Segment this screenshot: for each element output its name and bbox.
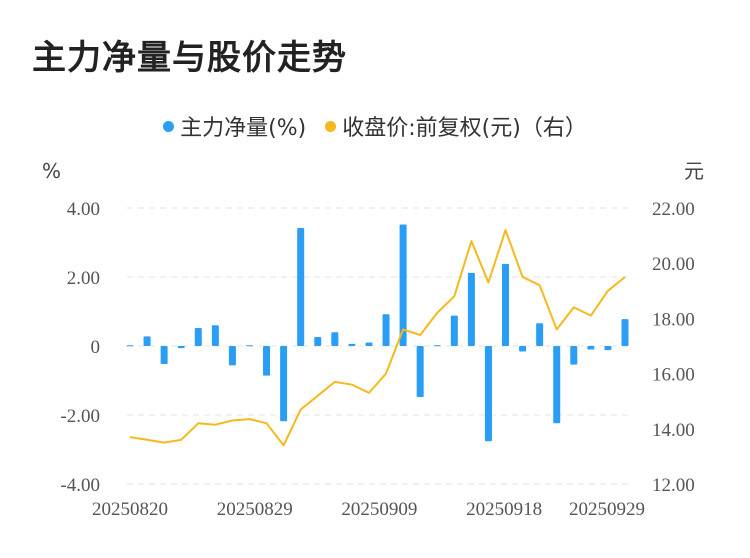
bar <box>587 346 595 350</box>
bar <box>211 325 219 346</box>
bar <box>177 346 185 349</box>
legend-item-net-flow[interactable]: 主力净量(%) <box>163 110 306 142</box>
right-tick-label: 20.00 <box>652 254 695 275</box>
bar <box>297 228 305 346</box>
bar <box>621 319 629 346</box>
price-line <box>129 229 626 447</box>
left-tick-label: 2.00 <box>67 268 100 289</box>
x-tick-label: 20250929 <box>569 499 645 520</box>
bar <box>382 314 390 346</box>
right-tick-label: 22.00 <box>652 199 695 220</box>
bar <box>604 346 612 351</box>
bar <box>536 323 544 346</box>
bar <box>365 342 373 346</box>
bar <box>245 345 253 347</box>
bar <box>433 345 441 347</box>
bar <box>570 346 578 365</box>
right-tick-label: 16.00 <box>652 365 695 386</box>
bar <box>467 272 475 346</box>
left-tick-label: -2.00 <box>60 406 100 427</box>
right-axis-unit: 元 <box>684 159 704 183</box>
bar <box>519 346 527 352</box>
bar <box>399 224 407 346</box>
x-tick-label: 20250918 <box>466 499 542 520</box>
bar <box>194 328 202 346</box>
legend-dot-net-flow <box>163 120 175 132</box>
bar <box>263 346 271 376</box>
legend-item-close-price[interactable]: 收盘价:前复权(元)（右） <box>325 110 587 142</box>
bar <box>126 345 134 347</box>
bar <box>348 343 356 346</box>
left-tick-label: -4.00 <box>60 475 100 496</box>
chart-title: 主力净量与股价走势 <box>32 38 347 78</box>
x-tick-label: 20250909 <box>341 499 417 520</box>
legend-label-close-price: 收盘价:前复权(元)（右） <box>342 116 587 141</box>
bar <box>450 315 458 346</box>
left-tick-label: 0 <box>91 337 101 358</box>
bar <box>314 337 322 346</box>
x-tick-label: 20250820 <box>92 499 168 520</box>
bar <box>416 346 424 398</box>
bar <box>143 336 151 346</box>
left-tick-label: 4.00 <box>67 199 100 220</box>
bar <box>228 346 236 366</box>
bar <box>553 346 561 424</box>
bar <box>502 263 510 346</box>
legend: 主力净量(%) 收盘价:前复权(元)（右） <box>0 110 750 142</box>
bar <box>280 346 288 422</box>
bar <box>331 332 339 346</box>
legend-dot-close-price <box>325 120 337 132</box>
bar <box>484 346 492 442</box>
bar <box>160 346 168 364</box>
right-tick-label: 18.00 <box>652 309 695 330</box>
x-tick-label: 20250829 <box>217 499 293 520</box>
left-axis-unit: % <box>42 159 61 183</box>
right-tick-label: 12.00 <box>652 475 695 496</box>
right-tick-label: 14.00 <box>652 420 695 441</box>
legend-label-net-flow: 主力净量(%) <box>180 116 307 141</box>
